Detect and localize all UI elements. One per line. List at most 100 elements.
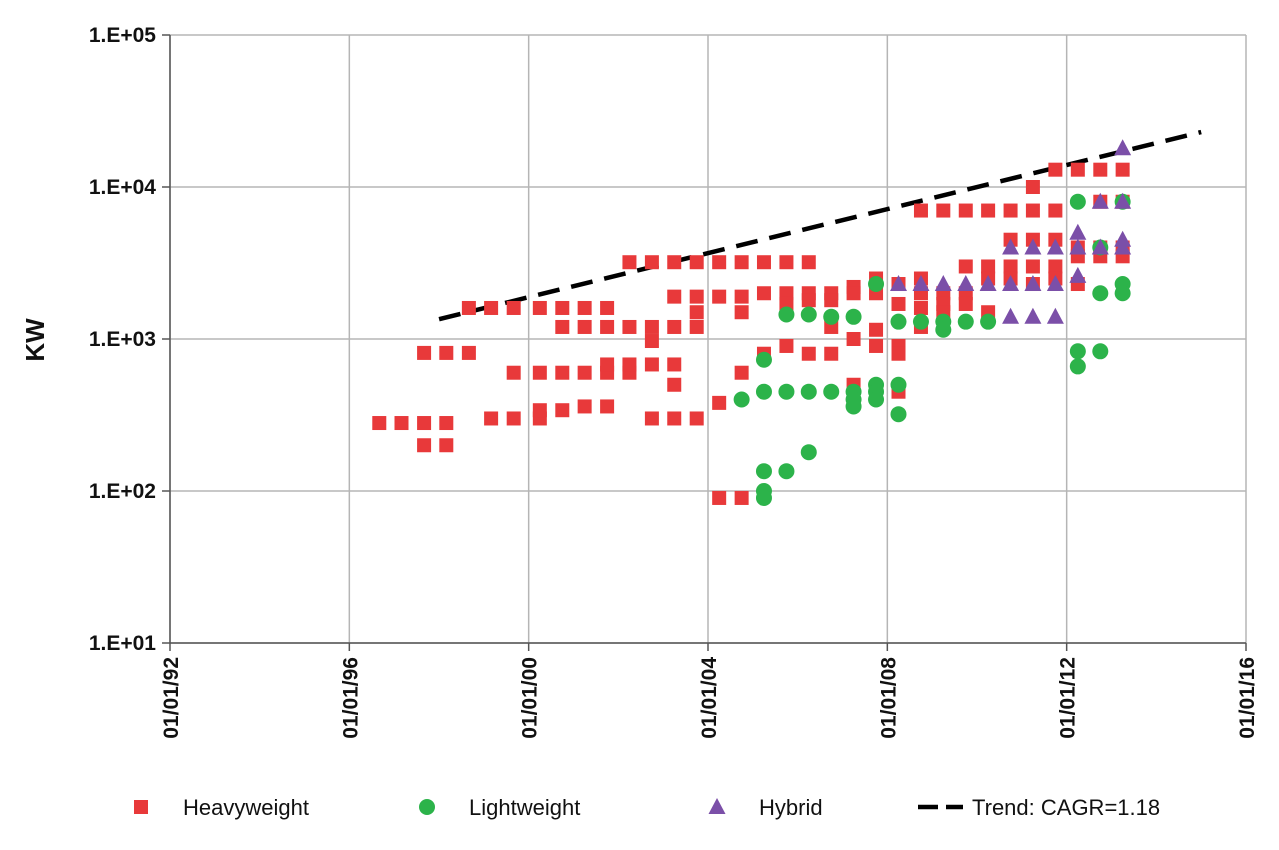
y-tick-label: 1.E+02 <box>89 480 156 503</box>
hybrid-point <box>1114 139 1132 156</box>
heavyweight-point <box>667 377 682 392</box>
hybrid-point <box>1024 307 1042 324</box>
heavyweight-point <box>555 403 570 418</box>
hybrid-point <box>1069 223 1087 240</box>
hybrid-point <box>1046 275 1064 292</box>
lightweight-point <box>1069 343 1086 360</box>
heavyweight-point <box>824 293 839 308</box>
heavyweight-point <box>869 322 884 337</box>
heavyweight-point <box>756 255 771 270</box>
heavyweight-point <box>532 365 547 380</box>
legend-item: Lightweight <box>419 795 580 820</box>
heavyweight-point <box>555 365 570 380</box>
hybrid-point <box>1069 238 1087 255</box>
heavyweight-point <box>689 411 704 426</box>
hybrid-point <box>1024 238 1042 255</box>
legend-label: Lightweight <box>469 795 580 820</box>
heavyweight-point <box>981 203 996 218</box>
heavyweight-point <box>577 399 592 414</box>
hybrid-point <box>1091 238 1109 255</box>
heavyweight-point <box>846 286 861 301</box>
y-axis-label: KW <box>20 318 50 362</box>
hybrid-point <box>1091 192 1109 209</box>
heavyweight-point <box>734 255 749 270</box>
hybrid-point <box>1002 307 1020 324</box>
heavyweight-point <box>1093 162 1108 177</box>
lightweight-point <box>868 391 885 408</box>
legend-label: Trend: CAGR=1.18 <box>972 795 1160 820</box>
heavyweight-point <box>801 293 816 308</box>
heavyweight-point <box>824 346 839 361</box>
heavyweight-point <box>869 338 884 353</box>
heavyweight-point <box>846 332 861 346</box>
heavyweight-point <box>644 255 659 270</box>
heavyweight-point <box>779 338 794 353</box>
heavyweight-point <box>981 259 996 274</box>
heavyweight-point <box>712 289 727 304</box>
heavyweight-point <box>1025 180 1040 194</box>
heavyweight-point <box>417 416 432 431</box>
heavyweight-point <box>417 345 432 360</box>
heavyweight-point <box>712 395 727 410</box>
x-tick-label: 01/01/12 <box>1057 657 1080 739</box>
heavyweight-point <box>779 255 794 270</box>
lightweight-point <box>935 321 952 338</box>
heavyweight-point <box>622 255 637 270</box>
heavyweight-point <box>600 300 615 315</box>
y-tick-label: 1.E+04 <box>89 176 156 199</box>
heavyweight-point <box>712 255 727 270</box>
heavyweight-point <box>891 346 906 361</box>
lightweight-point <box>980 313 997 330</box>
heavyweight-point <box>936 203 951 218</box>
heavyweight-point <box>577 319 592 334</box>
heavyweight-point <box>689 305 704 320</box>
hybrid-point <box>1002 238 1020 255</box>
hybrid-point <box>1046 307 1064 324</box>
lightweight-point <box>845 308 862 325</box>
lightweight-point <box>755 489 772 506</box>
legend-item: Hybrid <box>708 795 823 820</box>
heavyweight-point <box>734 289 749 304</box>
heavyweight-point <box>439 438 454 453</box>
heavyweight-point <box>712 490 727 505</box>
heavyweight-point <box>622 319 637 334</box>
legend-label: Hybrid <box>759 795 823 820</box>
lightweight-point <box>800 306 817 323</box>
lightweight-point <box>733 391 750 408</box>
legend-marker <box>708 798 726 814</box>
x-tick-label: 01/01/00 <box>519 657 542 739</box>
heavyweight-point <box>439 345 454 360</box>
heavyweight-point <box>801 346 816 361</box>
heavyweight-point <box>484 411 499 426</box>
trend-layer <box>438 129 1202 322</box>
legend-item: Trend: CAGR=1.18 <box>918 795 1160 820</box>
heavyweight-point <box>461 345 476 360</box>
heavyweight-point <box>506 411 521 426</box>
hybrid-point <box>1002 275 1020 292</box>
legend: Heavyweight Lightweight Hybrid Trend: CAGR=… <box>134 795 1160 820</box>
heavyweight-point <box>577 365 592 380</box>
hybrid-point <box>957 275 975 292</box>
heavyweight-point <box>734 305 749 320</box>
trend-line <box>438 129 1202 322</box>
heavyweight-point <box>1003 203 1018 218</box>
x-tick-label: 01/01/16 <box>1236 657 1259 739</box>
tick-labels: 01/01/92 01/01/96 01/01/00 01/01/04 01/01/08… <box>89 24 1259 739</box>
heavyweight-point <box>667 411 682 426</box>
hybrid-point <box>912 275 930 292</box>
lightweight-point <box>1092 285 1109 302</box>
heavyweight-point <box>622 357 637 372</box>
heavyweight-point <box>667 319 682 334</box>
lightweight-point <box>1114 285 1131 302</box>
hybrid-point <box>1114 238 1132 255</box>
hybrid-point <box>1069 266 1087 283</box>
lightweight-point <box>845 398 862 415</box>
lightweight-point <box>1069 193 1086 210</box>
heavyweight-point <box>461 300 476 315</box>
heavyweight-point <box>532 403 547 418</box>
heavyweight-point <box>1070 162 1085 177</box>
heavyweight-point <box>958 296 973 311</box>
heavyweight-point <box>394 416 409 431</box>
heavyweight-point <box>689 319 704 334</box>
legend-label: Heavyweight <box>183 795 309 820</box>
